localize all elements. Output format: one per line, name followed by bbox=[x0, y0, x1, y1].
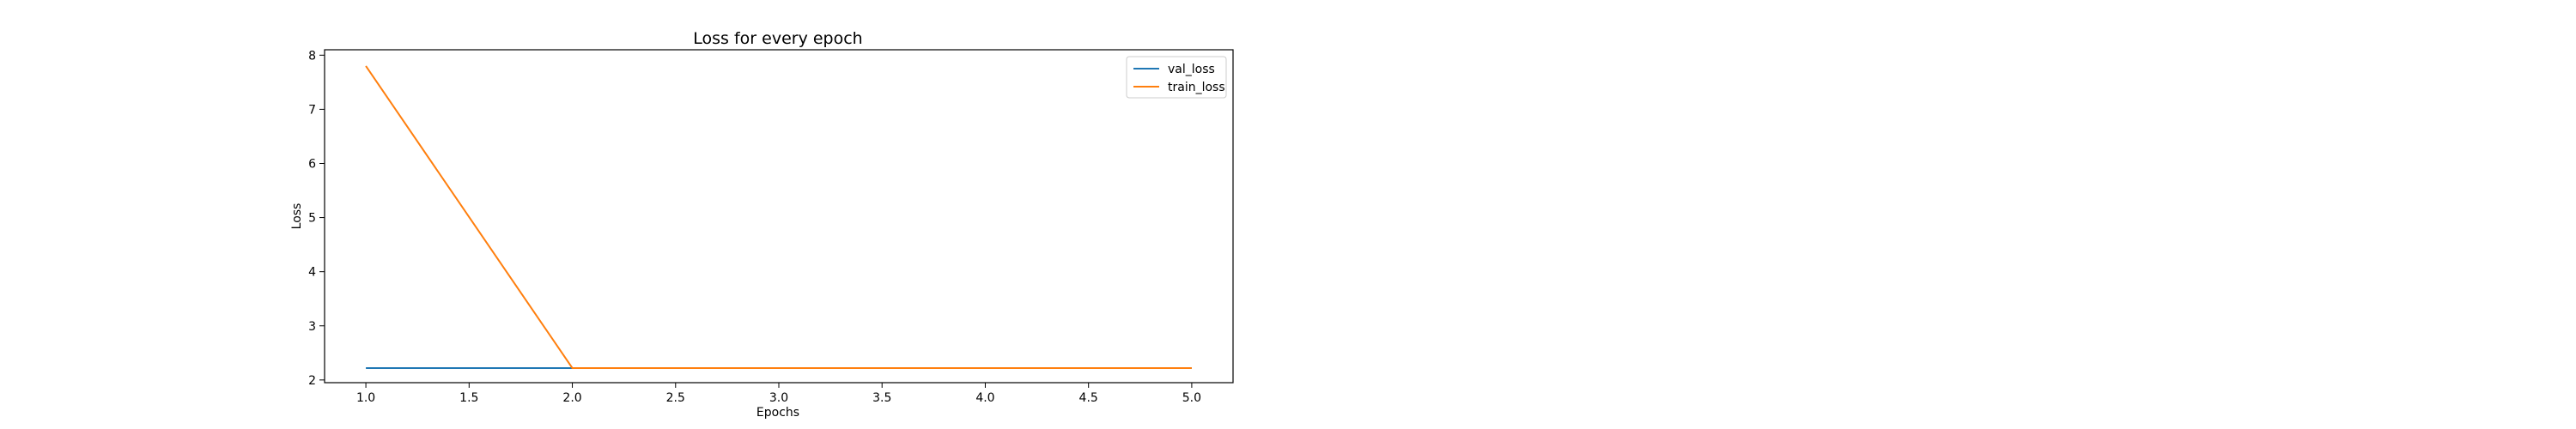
x-axis-label: Epochs bbox=[756, 406, 799, 420]
series-lines bbox=[365, 65, 1192, 369]
x-tick-label: 1.5 bbox=[459, 391, 478, 405]
x-tick-label: 2.0 bbox=[562, 391, 581, 405]
plot-area-frame bbox=[324, 49, 1234, 384]
y-tick-label: 7 bbox=[308, 103, 316, 117]
y-axis-label: Loss bbox=[290, 203, 304, 230]
series-line-train-loss bbox=[365, 65, 1192, 369]
y-tick-label: 5 bbox=[308, 212, 316, 226]
x-tick-label: 5.0 bbox=[1182, 391, 1201, 405]
legend-label-val-loss: val_loss bbox=[1168, 63, 1215, 76]
legend: val_loss train_loss bbox=[1126, 56, 1227, 99]
x-tick-label: 4.5 bbox=[1079, 391, 1098, 405]
x-tick-label: 3.0 bbox=[769, 391, 788, 405]
x-tick-label: 1.0 bbox=[356, 391, 375, 405]
y-tick-label: 4 bbox=[308, 266, 316, 280]
y-tick-label: 2 bbox=[308, 374, 316, 388]
y-tick-label: 3 bbox=[308, 320, 316, 334]
legend-label-train-loss: train_loss bbox=[1168, 81, 1225, 94]
x-tick-label: 4.0 bbox=[975, 391, 994, 405]
y-tick-label: 8 bbox=[308, 49, 316, 63]
chart-title: Loss for every epoch bbox=[693, 29, 862, 48]
y-axis-ticks: 2 3 4 5 6 7 8 bbox=[308, 49, 325, 388]
y-tick-label: 6 bbox=[308, 157, 316, 171]
x-axis-ticks: 1.0 1.5 2.0 2.5 3.0 3.5 4.0 4.5 5.0 bbox=[356, 383, 1201, 405]
x-tick-label: 2.5 bbox=[666, 391, 685, 405]
x-tick-label: 3.5 bbox=[872, 391, 891, 405]
